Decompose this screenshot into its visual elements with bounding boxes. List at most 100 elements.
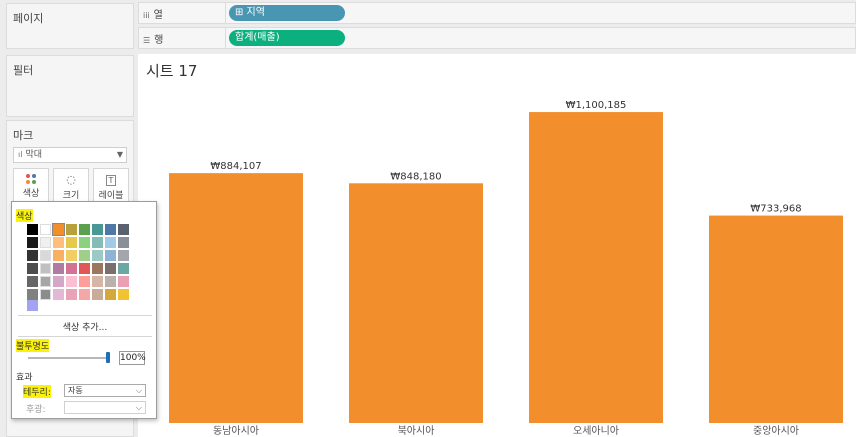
color-swatch[interactable] <box>40 276 51 287</box>
region-pill[interactable]: ⊞ 지역 <box>229 5 345 21</box>
color-swatch[interactable] <box>105 289 116 300</box>
color-swatch[interactable] <box>105 224 116 235</box>
color-swatch[interactable] <box>92 250 103 261</box>
bar-chart: ₩884,107 동남아시아 ₩848,180 북아시아 ₩1,100,185 오세아니아… <box>169 100 843 437</box>
halo-select[interactable]: ⌵ <box>64 401 146 414</box>
label-mark-button[interactable]: T 레이블 <box>93 168 129 202</box>
color-swatch[interactable] <box>66 276 77 287</box>
color-swatch[interactable] <box>27 250 38 261</box>
color-swatch[interactable] <box>40 250 51 261</box>
label-mark-label: 레이블 <box>98 191 124 201</box>
color-swatch[interactable] <box>40 224 51 235</box>
category-tick-label: 오세아니아 <box>573 425 619 437</box>
color-swatch[interactable] <box>40 237 51 248</box>
rows-shelf[interactable]: ☰ 행 합계(매출) <box>138 27 856 49</box>
columns-icon: iii <box>143 11 150 20</box>
color-swatch[interactable] <box>79 276 90 287</box>
color-swatch[interactable] <box>53 250 64 261</box>
color-swatch[interactable] <box>27 224 38 235</box>
color-mark-button[interactable]: 색상 <box>13 168 49 202</box>
color-swatch[interactable] <box>52 223 65 236</box>
color-swatch[interactable] <box>118 289 129 300</box>
color-swatch[interactable] <box>105 250 116 261</box>
marks-title: 마크 <box>13 129 34 142</box>
color-swatch[interactable] <box>118 237 129 248</box>
columns-shelf-label: 열 <box>153 10 163 21</box>
category-tick-label: 동남아시아 <box>213 425 259 437</box>
bar[interactable] <box>349 183 483 423</box>
color-swatch[interactable] <box>105 276 116 287</box>
opacity-section-title: 불투명도 <box>16 339 50 352</box>
color-swatch[interactable] <box>92 289 103 300</box>
bar[interactable] <box>709 215 843 423</box>
divider <box>18 336 152 337</box>
color-swatch[interactable] <box>66 289 77 300</box>
color-swatch[interactable] <box>53 263 64 274</box>
color-mark-label: 색상 <box>22 189 40 199</box>
bar-data-label: ₩884,107 <box>210 161 261 172</box>
color-swatch[interactable] <box>79 289 90 300</box>
rows-shelf-label-wrap: ☰ 행 <box>143 31 223 46</box>
color-swatch[interactable] <box>118 224 129 235</box>
rows-shelf-label: 행 <box>154 35 164 46</box>
sum-sales-pill[interactable]: 합계(매출) <box>229 30 345 46</box>
opacity-input[interactable]: 100% <box>119 351 146 365</box>
color-swatch[interactable] <box>53 276 64 287</box>
shelf-divider <box>225 28 226 48</box>
opacity-slider-thumb[interactable] <box>106 352 110 363</box>
pages-title: 페이지 <box>13 12 44 25</box>
color-swatch[interactable] <box>92 276 103 287</box>
color-swatch[interactable] <box>66 250 77 261</box>
recent-color-swatch[interactable] <box>27 300 38 311</box>
color-swatch[interactable] <box>27 263 38 274</box>
border-select[interactable]: 자동 ⌵ <box>64 384 146 397</box>
color-swatch[interactable] <box>79 224 90 235</box>
sheet-title[interactable]: 시트 17 <box>146 62 198 80</box>
color-swatch[interactable] <box>27 289 38 300</box>
color-swatch[interactable] <box>79 263 90 274</box>
border-select-value: 자동 <box>68 386 83 395</box>
bar-data-label: ₩733,968 <box>750 204 801 215</box>
effects-section-title: 효과 <box>16 373 33 383</box>
color-swatch[interactable] <box>105 237 116 248</box>
color-swatch[interactable] <box>66 237 77 248</box>
size-icon: ◌ <box>66 173 76 186</box>
color-swatch[interactable] <box>66 224 77 235</box>
color-swatch[interactable] <box>118 250 129 261</box>
columns-shelf-label-wrap: iii 열 <box>143 6 223 21</box>
color-swatch[interactable] <box>92 224 103 235</box>
bar[interactable] <box>169 173 303 423</box>
color-swatch[interactable] <box>92 263 103 274</box>
color-swatch[interactable] <box>40 289 51 300</box>
bar-data-label: ₩1,100,185 <box>566 100 627 111</box>
color-dots-icon <box>26 174 36 184</box>
pages-panel[interactable]: 페이지 <box>6 3 134 49</box>
color-swatch[interactable] <box>27 276 38 287</box>
color-swatch[interactable] <box>53 237 64 248</box>
size-mark-button[interactable]: ◌ 크기 <box>53 168 89 202</box>
more-colors-button[interactable]: 색상 추가... <box>62 323 108 333</box>
color-swatch[interactable] <box>40 263 51 274</box>
mark-type-dropdown[interactable]: ıl 막대 ▼ <box>13 147 127 163</box>
opacity-slider-track[interactable] <box>28 357 108 359</box>
size-mark-label: 크기 <box>62 191 80 201</box>
color-swatch[interactable] <box>92 237 103 248</box>
color-swatch[interactable] <box>79 237 90 248</box>
bar-data-label: ₩848,180 <box>390 171 441 182</box>
filters-panel[interactable]: 필터 <box>6 55 134 117</box>
bar[interactable] <box>529 112 663 423</box>
columns-shelf[interactable]: iii 열 ⊞ 지역 <box>138 2 856 24</box>
color-swatch[interactable] <box>118 263 129 274</box>
color-swatch[interactable] <box>66 263 77 274</box>
bar-chart-icon: ıl <box>18 150 23 159</box>
color-swatch[interactable] <box>105 263 116 274</box>
color-swatch[interactable] <box>118 276 129 287</box>
color-swatch[interactable] <box>53 289 64 300</box>
color-swatch[interactable] <box>79 250 90 261</box>
border-label: 테두리: <box>23 385 51 398</box>
chevron-down-icon: ⌵ <box>135 386 142 395</box>
color-swatch[interactable] <box>27 237 38 248</box>
color-popup: 색상 색상 추가... 불투명도 100% 효과 테두리: 자동 ⌵ 후광: ⌵ <box>11 201 157 419</box>
halo-label: 후광: <box>26 405 46 415</box>
